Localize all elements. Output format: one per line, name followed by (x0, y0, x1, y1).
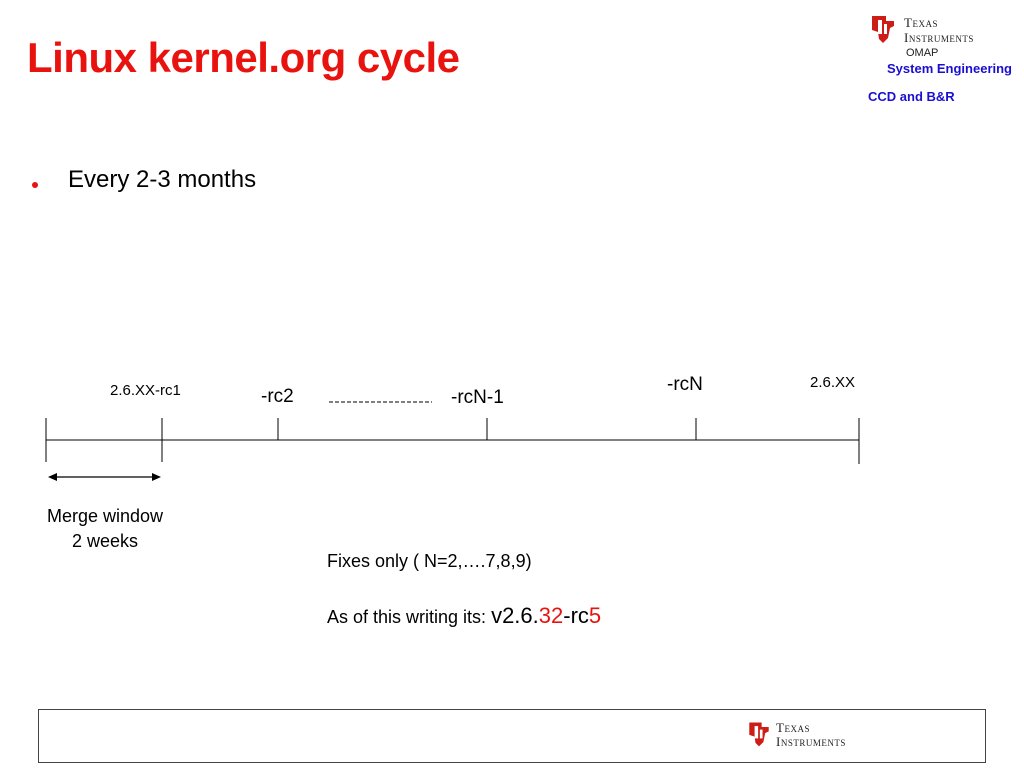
header-group: System Engineering (887, 61, 1012, 76)
writing-note: As of this writing its: v2.6.32-rc5 (327, 603, 601, 629)
header-logo-line1: Texas (904, 15, 938, 30)
header-brand: Texas Instruments OMAP (866, 10, 1016, 70)
merge-window-caption: Merge window 2 weeks (20, 504, 190, 554)
ti-logo-icon (872, 16, 894, 43)
merge-arrow-left-head (48, 473, 57, 481)
version-rc: -rc (563, 603, 589, 628)
footer-logo-line1: Texas (776, 720, 810, 735)
version-num: 32 (538, 603, 564, 628)
label-rc1: 2.6.XX-rc1 (110, 382, 181, 399)
fixes-note: Fixes only ( N=2,….7,8,9) (327, 551, 532, 571)
footer-bar: Texas Instruments (38, 709, 986, 763)
label-rcn: -rcN (667, 374, 703, 395)
merge-window-line1: Merge window (46, 506, 164, 526)
slide-title: Linux kernel.org cycle (27, 34, 460, 81)
label-rc2: -rc2 (261, 386, 294, 407)
header-subgroup: CCD and B&R (868, 89, 955, 104)
bullet-marker (32, 182, 38, 188)
footer-ti-logo-icon (749, 722, 769, 747)
footer-logo-wordmark: Texas Instruments (776, 721, 846, 749)
header-logo-line2: Instruments (904, 30, 974, 45)
writing-prefix: As of this writing its: (327, 607, 492, 627)
footer-logo-line2: Instruments (776, 734, 846, 749)
bullet-text: Every 2-3 months (68, 166, 257, 193)
version-rc-num: 5 (588, 603, 602, 628)
label-rcn-1: -rcN-1 (451, 387, 504, 408)
footer-logo: Texas Instruments (744, 718, 884, 754)
label-release: 2.6.XX (810, 374, 856, 391)
header-product: OMAP (906, 47, 939, 59)
header-logo-wordmark: Texas Instruments (904, 15, 974, 45)
merge-arrow-right-head (152, 473, 161, 481)
version-v: v2.6. (491, 603, 539, 628)
merge-window-line2: 2 weeks (71, 531, 139, 551)
